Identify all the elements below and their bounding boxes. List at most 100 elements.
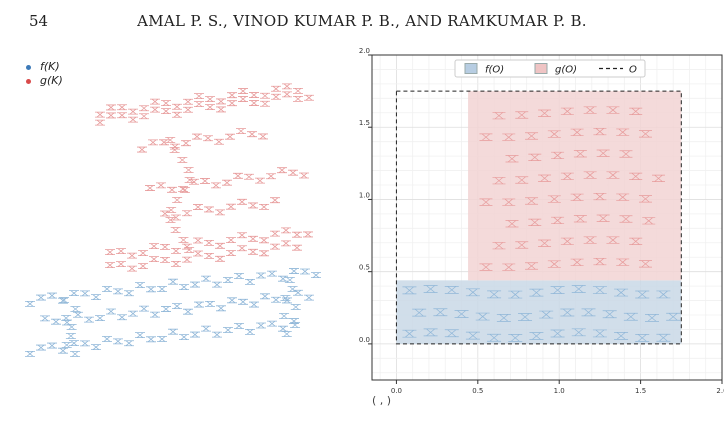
y-tick-label: 0.5 xyxy=(359,264,370,272)
fractal-mark xyxy=(216,98,226,105)
fractal-mark xyxy=(278,325,288,332)
fractal-stroke xyxy=(528,218,542,226)
fractal-cluster xyxy=(623,312,638,321)
fractal-mark xyxy=(105,249,115,256)
fractal-mark xyxy=(259,250,269,257)
fractal-stroke xyxy=(479,198,493,206)
fractal-stroke xyxy=(538,174,552,182)
fractal-mark xyxy=(216,305,226,312)
fractal-mark xyxy=(256,272,266,279)
fractal-mark xyxy=(300,268,310,275)
fractal-mark xyxy=(135,332,145,339)
fractal-stroke xyxy=(614,332,629,340)
fractal-cluster xyxy=(433,308,448,317)
fractal-stroke xyxy=(593,192,607,201)
fractal-mark xyxy=(279,313,290,319)
fractal-cluster xyxy=(547,260,561,268)
fractal-mark xyxy=(205,96,215,103)
fractal-mark xyxy=(226,250,236,257)
fractal-mark xyxy=(102,286,112,292)
fractal-mark xyxy=(69,290,79,297)
fractal-stroke xyxy=(560,172,574,180)
fractal-mark xyxy=(281,227,291,234)
fractal-mark xyxy=(170,143,180,150)
fractal-mark xyxy=(282,83,292,90)
fractal-stroke xyxy=(444,329,459,338)
fractal-mark xyxy=(192,133,202,140)
fractal-mark xyxy=(91,294,101,301)
fractal-cluster xyxy=(518,313,533,321)
fractal-mark xyxy=(139,113,149,120)
fractal-mark xyxy=(215,255,225,262)
fractal-cluster xyxy=(573,215,587,223)
fractal-mark xyxy=(303,231,313,238)
fractal-mark xyxy=(124,290,134,297)
fractal-cluster xyxy=(502,133,516,141)
fractal-mark xyxy=(270,230,280,237)
fractal-mark xyxy=(95,119,105,126)
fractal-mark xyxy=(149,243,159,250)
fractal-cluster xyxy=(596,214,610,222)
fractal-stroke xyxy=(412,308,427,317)
x-tick-label: 2.0 xyxy=(716,387,724,395)
fractal-mark xyxy=(150,98,160,105)
x-tick-label: 0.0 xyxy=(391,387,402,395)
fractal-mark xyxy=(128,310,138,317)
fractal-mark xyxy=(247,131,257,138)
fractal-mark xyxy=(204,239,214,246)
fractal-cluster xyxy=(606,236,620,244)
fractal-cluster xyxy=(475,312,490,321)
fractal-mark xyxy=(156,182,166,189)
fractal-mark xyxy=(189,178,199,185)
fractal-mark xyxy=(160,210,170,217)
fractal-mark xyxy=(145,185,155,191)
fractal-stroke xyxy=(529,332,544,340)
fractal-mark xyxy=(277,167,287,174)
fractal-mark xyxy=(184,247,195,253)
plot-frame xyxy=(371,54,723,381)
fractal-stroke xyxy=(592,329,607,338)
fractal-stroke xyxy=(656,290,671,299)
fractal-cluster xyxy=(479,263,493,271)
fractal-cluster xyxy=(583,236,597,244)
fractal-mark xyxy=(281,331,292,337)
fractal-stroke xyxy=(629,107,643,115)
fractal-mark xyxy=(183,98,193,105)
fractal-mark xyxy=(249,301,259,308)
fractal-stroke xyxy=(638,130,652,138)
fractal-mark xyxy=(225,133,235,140)
fractal-mark xyxy=(204,206,214,213)
fractal-stroke xyxy=(592,286,607,294)
fractal-mark xyxy=(146,286,156,293)
fractal-mark xyxy=(245,278,255,285)
fractal-stroke xyxy=(492,242,506,250)
fractal-cluster xyxy=(635,290,650,299)
fractal-cluster xyxy=(666,312,681,321)
fractal-mark xyxy=(69,340,79,347)
fractal-mark xyxy=(194,93,204,100)
fractal-stroke xyxy=(638,260,652,268)
fractal-mark xyxy=(258,133,268,140)
fractal-mark xyxy=(36,344,46,351)
fractal-stroke xyxy=(560,107,574,115)
fractal-mark xyxy=(190,281,200,288)
fractal-mark xyxy=(193,204,203,210)
left-legend: f(K) g(K) xyxy=(26,60,63,88)
fractal-cluster xyxy=(454,310,469,318)
fractal-mark xyxy=(168,328,178,335)
fractal-stroke xyxy=(492,112,506,120)
left-figure: f(K) g(K) xyxy=(0,0,370,380)
fractal-mark xyxy=(244,173,254,180)
fractal-stroke xyxy=(666,312,681,321)
fractal-mark xyxy=(148,139,158,146)
fractal-cluster xyxy=(606,171,620,179)
fractal-cluster xyxy=(515,241,529,249)
fractal-mark xyxy=(169,147,180,153)
fractal-mark xyxy=(248,202,258,209)
fractal-stroke xyxy=(515,176,529,184)
fractal-mark xyxy=(203,135,213,142)
fractal-mark xyxy=(161,108,171,115)
fractal-mark xyxy=(80,340,90,347)
fractal-mark xyxy=(113,338,123,345)
fractal-cluster xyxy=(423,285,438,293)
